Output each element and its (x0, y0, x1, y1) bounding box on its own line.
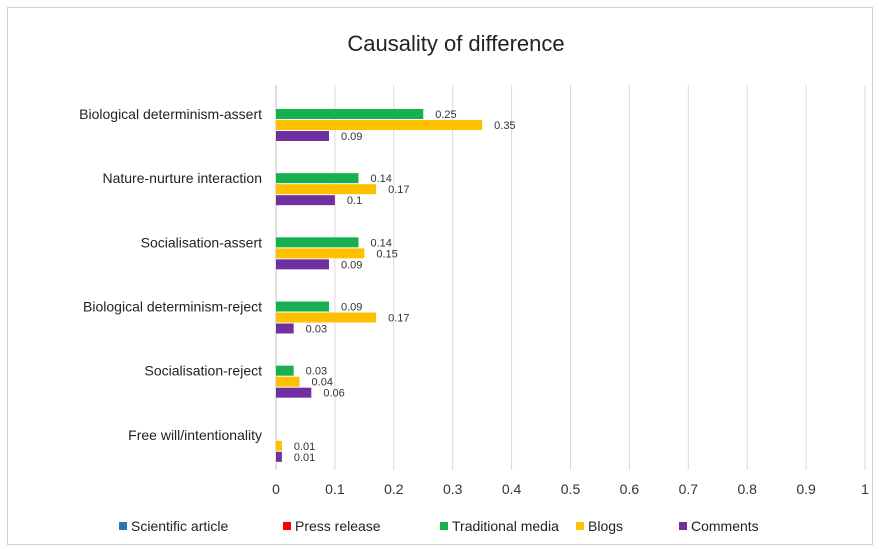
data-label: 0.09 (341, 259, 362, 271)
x-tick-labels: 0 0.1 0.2 0.3 0.4 0.5 0.6 0.7 0.8 0.9 1 (272, 481, 869, 497)
bar (276, 184, 377, 195)
data-label: 0.14 (370, 237, 391, 249)
x-tick-label: 0.6 (620, 481, 640, 497)
x-tick-label: 0.1 (325, 481, 345, 497)
bar (276, 387, 312, 398)
bar (276, 451, 282, 462)
x-tick-label: 0.8 (737, 481, 757, 497)
legend: Scientific article Press release Tradition… (119, 518, 759, 534)
x-tick-label: 0.7 (679, 481, 699, 497)
bar (276, 301, 330, 312)
data-label: 0.03 (306, 366, 327, 378)
data-label: 0.14 (370, 173, 391, 185)
data-label: 0.1 (347, 195, 362, 207)
bar (276, 440, 282, 451)
x-tick-label: 0.3 (443, 481, 463, 497)
category-label: Biological determinism-assert (79, 106, 262, 122)
x-tick-label: 1 (861, 481, 869, 497)
chart-title: Causality of difference (347, 31, 564, 56)
bar (276, 259, 330, 270)
data-label: 0.35 (494, 120, 515, 132)
category-label: Nature-nurture interaction (102, 170, 262, 186)
data-label: 0.03 (306, 324, 327, 336)
bar (276, 365, 294, 376)
legend-label: Blogs (588, 518, 623, 534)
category-label: Socialisation-reject (145, 363, 263, 379)
chart-frame (7, 7, 873, 545)
gridlines (275, 85, 866, 470)
data-label: 0.17 (388, 184, 409, 196)
x-tick-label: 0.4 (502, 481, 522, 497)
x-tick-label: 0.2 (384, 481, 404, 497)
legend-swatch (283, 522, 291, 530)
data-label: 0.15 (376, 248, 397, 260)
bar (276, 131, 330, 141)
bar (276, 173, 359, 184)
x-tick-label: 0 (272, 481, 280, 497)
bar (276, 237, 359, 248)
bar (276, 312, 377, 323)
data-label: 0.06 (323, 388, 344, 400)
category-label: Socialisation-assert (141, 234, 262, 250)
bar (276, 323, 294, 334)
legend-label: Comments (691, 518, 759, 534)
bars: 0.250.350.090.140.170.10.140.150.090.090… (276, 109, 516, 464)
bar (276, 376, 300, 387)
data-label: 0.04 (312, 377, 333, 389)
legend-label: Press release (295, 518, 381, 534)
category-label: Free will/intentionality (128, 427, 262, 443)
legend-swatch (119, 522, 127, 530)
category-label: Biological determinism-reject (83, 299, 262, 315)
legend-label: Traditional media (452, 518, 559, 534)
legend-label: Scientific article (131, 518, 228, 534)
data-label: 0.09 (341, 302, 362, 314)
legend-swatch (440, 522, 448, 530)
category-labels: Biological determinism-assert Nature-nurt… (79, 106, 262, 443)
x-tick-label: 0.5 (561, 481, 581, 497)
legend-swatch (576, 522, 584, 530)
data-label: 0.25 (435, 109, 456, 121)
data-label: 0.01 (294, 441, 315, 453)
bar (276, 120, 483, 130)
data-label: 0.01 (294, 452, 315, 464)
bar (276, 248, 365, 259)
x-tick-label: 0.9 (796, 481, 816, 497)
bar (276, 109, 424, 119)
legend-swatch (679, 522, 687, 530)
bar (276, 195, 335, 206)
data-label: 0.09 (341, 131, 362, 143)
data-label: 0.17 (388, 313, 409, 325)
